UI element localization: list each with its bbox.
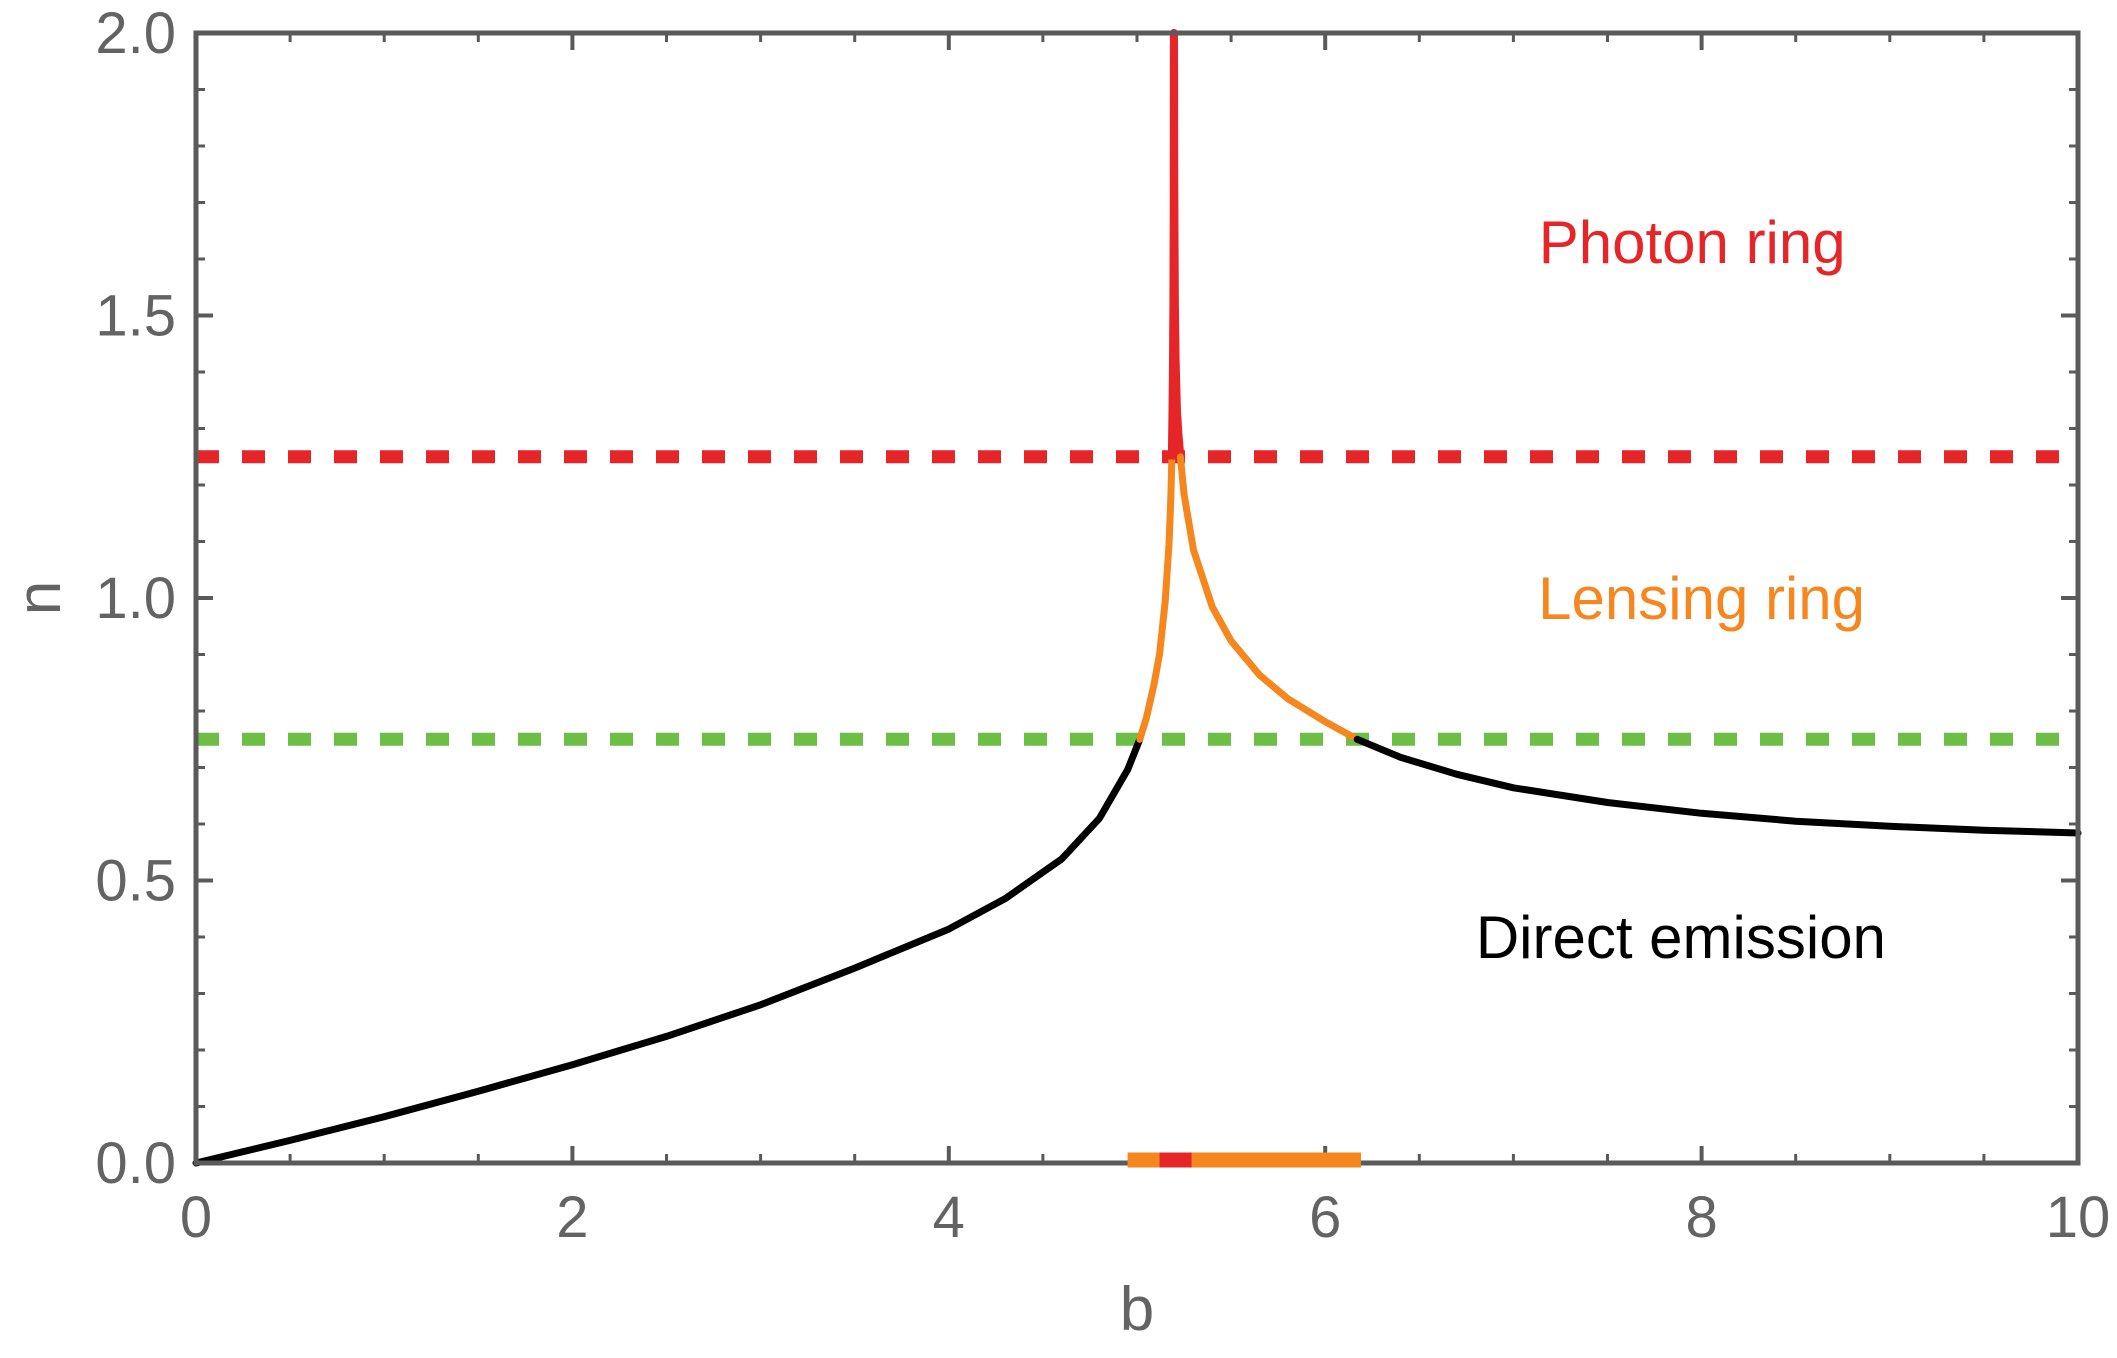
y-tick-label: 1.5 [95,284,176,349]
curves-group [192,29,2082,1167]
series-direct-emission-right [1353,735,2082,837]
y-tick-label: 0.5 [95,849,176,914]
x-tick-label: 10 [2046,1185,2111,1250]
x-tick-label: 4 [933,1185,965,1250]
x-tick-label: 0 [180,1185,212,1250]
y-tick-label: 1.0 [95,566,176,631]
x-axis-label: b [1120,1275,1154,1344]
series-direct-emission-left [192,735,1144,1167]
x-tick-label: 8 [1685,1185,1717,1250]
series-lensing-ring-right [1176,453,1361,743]
region-label-photon-ring: Photon ring [1539,209,1846,276]
y-tick-label: 2.0 [95,1,176,66]
series-photon-ring-spike [1167,29,1185,460]
region-label-direct-emission: Direct emission [1476,904,1886,971]
series-lensing-ring-left [1136,456,1176,743]
region-label-lensing-ring: Lensing ring [1538,565,1865,632]
x-tick-label: 6 [1309,1185,1341,1250]
region-labels-group: Photon ring Lensing ring Direct emission [1476,209,1886,971]
x-tick-label: 2 [556,1185,588,1250]
y-axis-label: n [5,581,74,615]
y-tick-label: 0.0 [95,1131,176,1196]
tick-labels-group: 0 2 4 6 8 10 0.0 0.5 1.0 1.5 2.0 [95,1,2110,1250]
